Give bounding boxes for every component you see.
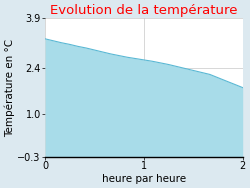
- Y-axis label: Température en °C: Température en °C: [4, 39, 15, 137]
- Title: Evolution de la température: Evolution de la température: [50, 4, 238, 17]
- X-axis label: heure par heure: heure par heure: [102, 174, 186, 184]
